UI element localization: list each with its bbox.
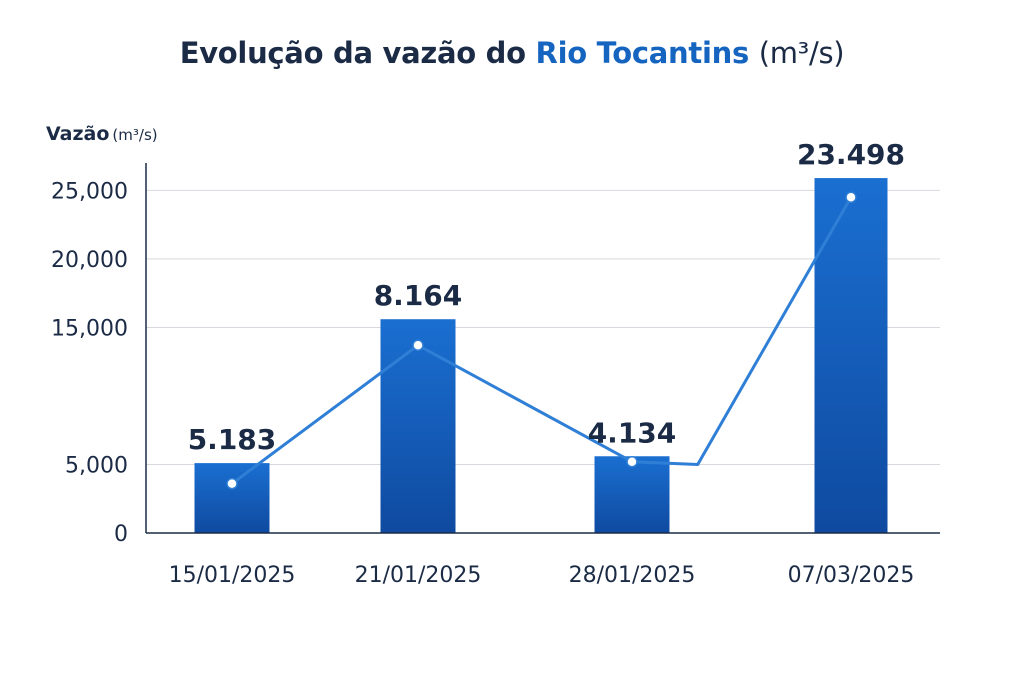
chart-title-highlight: Rio Tocantins <box>535 36 750 70</box>
bar <box>814 178 888 533</box>
y-tick-label: 20,000 <box>51 248 128 273</box>
y-tick-label: 15,000 <box>51 316 128 341</box>
chart-title-prefix: Evolução da vazão do <box>179 36 536 70</box>
y-tick-label: 25,000 <box>51 179 128 204</box>
y-axis-label: Vazão (m³/s) <box>46 123 158 145</box>
bar <box>380 319 456 533</box>
y-tick-label: 0 <box>114 522 128 547</box>
y-axis-label-text: Vazão <box>46 123 110 145</box>
y-axis-label-unit: (m³/s) <box>112 126 158 144</box>
x-tick-label: 07/03/2025 <box>788 563 915 588</box>
series-line <box>230 195 853 486</box>
line-point-marker <box>626 455 638 468</box>
bar-data-label: 23.498 <box>797 138 905 171</box>
bar-data-label: 5.183 <box>188 423 277 456</box>
x-tick-label: 28/01/2025 <box>569 563 696 588</box>
line-point-marker <box>226 477 238 490</box>
line-point-marker <box>845 191 857 204</box>
bar <box>594 456 670 533</box>
bar <box>194 463 270 533</box>
bar-data-label: 8.164 <box>374 279 463 312</box>
chart-title: Evolução da vazão do Rio Tocantins (m³/s… <box>0 36 1024 70</box>
x-tick-label: 15/01/2025 <box>169 563 296 588</box>
x-tick-label: 21/01/2025 <box>355 563 482 588</box>
bar-data-label: 4.134 <box>588 416 677 449</box>
chart-title-unit: (m³/s) <box>758 36 845 70</box>
line-point-marker <box>412 339 424 352</box>
y-tick-label: 5,000 <box>65 453 128 478</box>
